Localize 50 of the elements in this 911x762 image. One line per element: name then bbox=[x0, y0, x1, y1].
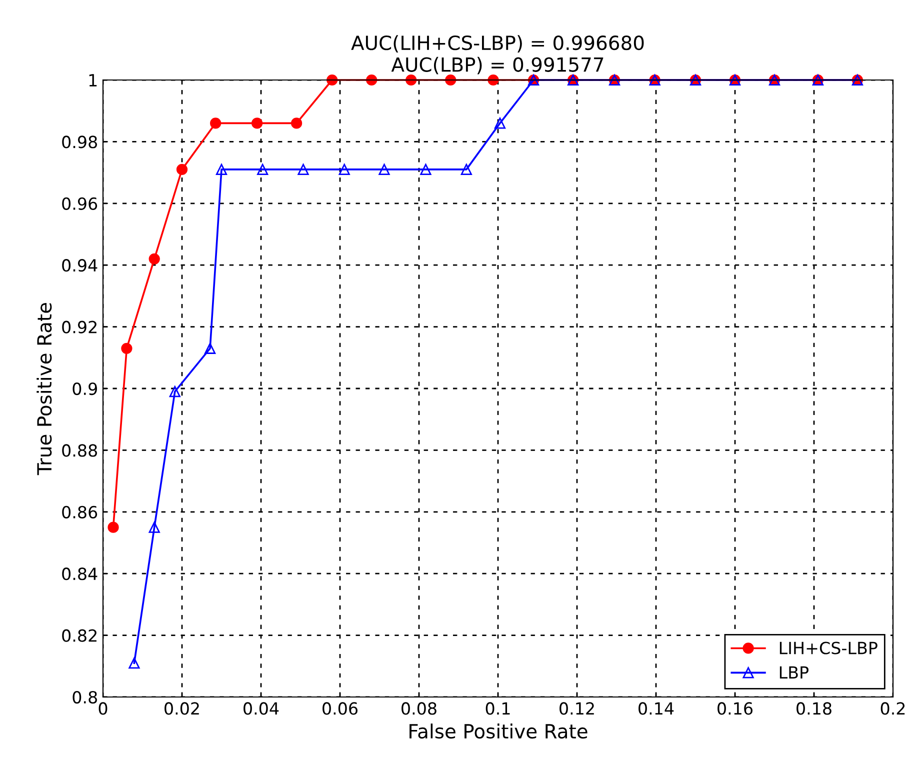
legend-label: LBP bbox=[780, 666, 808, 679]
x-tick-label: 0.02 bbox=[164, 702, 199, 715]
y-tick-label: 0.92 bbox=[62, 320, 96, 334]
y-tick-label: 0.86 bbox=[62, 506, 98, 518]
point bbox=[366, 74, 378, 86]
point bbox=[290, 118, 302, 129]
point bbox=[298, 164, 309, 176]
point bbox=[108, 522, 119, 533]
point bbox=[406, 74, 417, 86]
x-tick-label: 0 bbox=[98, 702, 108, 715]
chart-title: AUC(LIH+CS-LBP) = 0.996680 AUC(LBP) = 0.991577 bbox=[351, 35, 644, 74]
x-tick-label: 0.08 bbox=[402, 702, 436, 715]
y-tick-label: 0.8 bbox=[72, 690, 97, 704]
point bbox=[420, 164, 432, 176]
point bbox=[148, 253, 160, 264]
y-tick-label: 0.98 bbox=[62, 136, 97, 148]
x-axis-title: False Positive Rate bbox=[410, 724, 588, 739]
y-tick-label: 0.96 bbox=[62, 197, 98, 210]
point bbox=[460, 164, 472, 176]
point bbox=[176, 164, 188, 176]
y-tick-label: 0.9 bbox=[72, 382, 97, 396]
point bbox=[338, 164, 350, 176]
point bbox=[148, 522, 160, 533]
y-tick-label: 0.82 bbox=[62, 629, 96, 642]
legend-label: LIH+CS-LBP bbox=[780, 642, 878, 654]
point bbox=[494, 118, 506, 129]
point bbox=[378, 164, 390, 176]
x-tick-label: 0.18 bbox=[796, 702, 832, 715]
y-tick-label: 0.94 bbox=[62, 259, 98, 272]
point bbox=[445, 74, 456, 86]
y-axis-title: True Positive Rate bbox=[36, 302, 52, 476]
x-tick-label: 0.16 bbox=[718, 702, 753, 715]
x-tick-label: 0.04 bbox=[244, 702, 279, 715]
point bbox=[169, 386, 180, 398]
point bbox=[204, 342, 216, 354]
x-tick-label: 0.1 bbox=[486, 702, 510, 715]
point bbox=[210, 118, 222, 129]
x-tick-label: 0.2 bbox=[880, 702, 905, 715]
point bbox=[216, 164, 228, 176]
point bbox=[326, 74, 338, 86]
x-tick-label: 0.12 bbox=[560, 702, 594, 715]
y-tick-label: 0.84 bbox=[62, 568, 98, 580]
point bbox=[251, 118, 263, 129]
point bbox=[121, 342, 132, 354]
point bbox=[128, 658, 140, 669]
y-tick-label: 0.88 bbox=[62, 444, 97, 457]
x-tick-label: 0.14 bbox=[638, 702, 674, 715]
point bbox=[257, 164, 268, 176]
y-tick-label: 1 bbox=[89, 74, 97, 86]
x-tick-label: 0.06 bbox=[322, 702, 358, 715]
